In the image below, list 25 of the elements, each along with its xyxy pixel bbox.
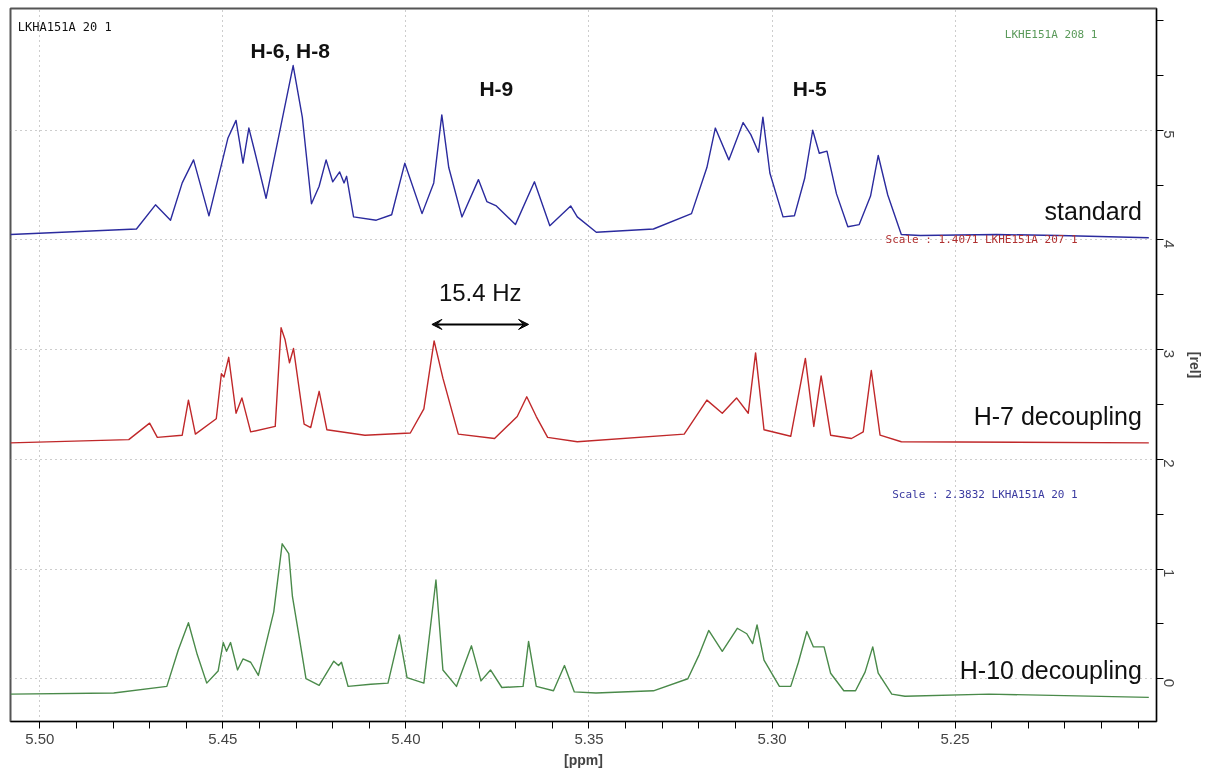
y-tick-label: 1: [1160, 569, 1178, 578]
series-label: H-7 decoupling: [973, 401, 1142, 430]
x-tick-label: 5.45: [208, 729, 238, 747]
annotation: H-6, H-8: [250, 38, 331, 62]
x-tick-label: 5.35: [574, 729, 604, 747]
annotation: H-5: [792, 77, 828, 101]
annotation: LKHA151A 20 1: [17, 20, 112, 35]
annotation: LKHE151A 208 1: [1004, 28, 1098, 42]
series-label: standard: [1044, 196, 1142, 225]
annotation: Scale : 1.4071 LKHE151A 207 1: [885, 233, 1078, 247]
y-tick-label: 2: [1160, 459, 1178, 468]
y-tick-label: 4: [1160, 239, 1178, 249]
series-label: H-10 decoupling: [959, 656, 1142, 685]
y-tick-label: 0: [1160, 678, 1178, 688]
y-tick-label: 5: [1160, 130, 1178, 139]
x-axis-title: [ppm]: [564, 751, 603, 768]
x-tick-label: 5.50: [25, 729, 55, 747]
x-tick-label: 5.25: [940, 729, 970, 747]
x-tick-label: 5.40: [391, 729, 421, 747]
annotation: 15.4 Hz: [438, 279, 522, 307]
annotation: H-9: [479, 77, 514, 101]
x-tick-label: 5.30: [757, 729, 787, 747]
y-axis-title: [rel]: [1186, 351, 1203, 379]
annotation: Scale : 2.3832 LKHA151A 20 1: [892, 487, 1078, 501]
y-tick-label: 3: [1160, 349, 1178, 358]
